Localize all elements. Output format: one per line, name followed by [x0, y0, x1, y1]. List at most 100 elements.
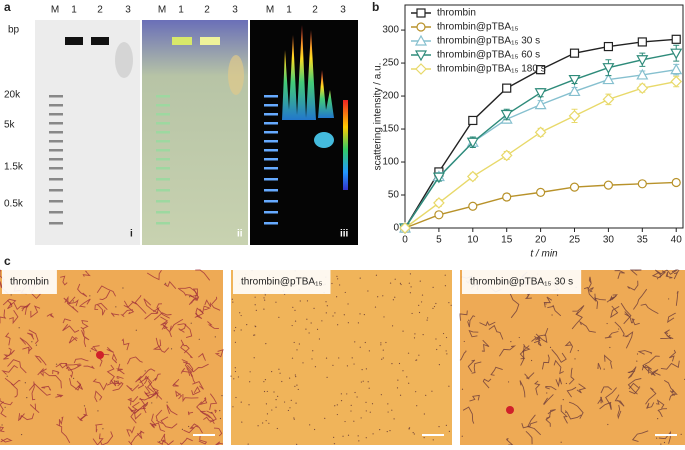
- particle: [336, 275, 338, 277]
- particle: [347, 322, 349, 324]
- particle: [339, 284, 341, 286]
- particle: [275, 406, 277, 408]
- ladder-band: [49, 189, 63, 192]
- fibrin-strand: [160, 433, 174, 446]
- gel-peak: [282, 25, 316, 120]
- particle: [273, 391, 275, 393]
- particle: [271, 409, 273, 411]
- particle: [296, 384, 298, 386]
- particle: [336, 413, 338, 416]
- particle: [387, 411, 389, 413]
- fibrin-strand: [138, 368, 156, 381]
- particle: [342, 435, 344, 437]
- particle: [680, 433, 682, 435]
- ladder-band: [49, 178, 63, 181]
- series-line: [404, 52, 677, 229]
- fibrin-strand: [128, 431, 143, 446]
- fibrin-strand: [599, 401, 612, 410]
- particle: [325, 301, 327, 303]
- particle: [420, 301, 423, 303]
- fibrin-strand: [142, 401, 149, 414]
- ladder-band: [156, 113, 170, 116]
- particle: [266, 390, 268, 393]
- fibrin-strand: [130, 409, 137, 424]
- particle: [426, 319, 428, 321]
- particle: [313, 428, 316, 431]
- particle: [392, 299, 394, 301]
- fibrin-strand: [78, 298, 91, 308]
- fibrin-strand: [81, 320, 89, 330]
- fibrin-strand: [462, 406, 475, 424]
- fibrin-strand: [469, 394, 480, 402]
- fibrin-strand: [30, 305, 41, 318]
- particle: [618, 328, 620, 330]
- particle: [408, 282, 410, 284]
- fibrin-strand: [669, 389, 675, 394]
- particle: [314, 366, 317, 368]
- particle: [606, 322, 608, 325]
- fibrin-strand: [112, 381, 124, 392]
- particle: [363, 313, 365, 316]
- particle: [380, 342, 382, 344]
- marker: [636, 68, 649, 80]
- particle: [313, 307, 315, 309]
- ladder-band: [156, 211, 170, 214]
- fibrin-strand: [656, 399, 665, 409]
- fibrin-strand: [203, 416, 215, 424]
- particle: [364, 341, 366, 344]
- particle: [249, 381, 251, 383]
- fibrin-strand: [21, 302, 31, 315]
- fibrin-strand: [628, 366, 637, 374]
- fibrin-strand: [547, 409, 556, 417]
- marker: [468, 201, 478, 211]
- particle: [407, 352, 410, 354]
- fibrin-strand: [186, 363, 209, 373]
- ladder-band: [156, 189, 170, 192]
- marker: [671, 34, 681, 44]
- particle: [565, 411, 567, 414]
- particle: [669, 335, 671, 337]
- ladder-band: [264, 104, 278, 107]
- fibrin-strand: [488, 324, 504, 340]
- lane-label: 3: [340, 5, 346, 16]
- particle: [311, 358, 313, 360]
- fibrin-strand: [34, 355, 47, 366]
- ladder-band: [49, 167, 63, 170]
- particle: [365, 410, 367, 412]
- particle: [397, 379, 399, 381]
- particle: [253, 357, 255, 359]
- particle: [316, 328, 319, 330]
- fibrin-strand: [180, 339, 190, 354]
- fibrin-strand: [7, 359, 27, 374]
- particle: [386, 430, 388, 433]
- marker: [637, 179, 647, 189]
- fibrin-strand: [66, 302, 79, 313]
- ladder-band: [156, 104, 170, 107]
- x-tick-label: 35: [637, 235, 649, 246]
- particle: [609, 346, 611, 349]
- particle: [448, 302, 450, 304]
- lane-label: 2: [312, 5, 318, 16]
- fibrin-strand: [52, 369, 60, 375]
- particle: [235, 326, 237, 329]
- fibrin-strand: [572, 305, 585, 315]
- particle: [368, 350, 370, 352]
- fibrin-strand: [160, 316, 169, 330]
- particle: [265, 343, 267, 345]
- fibrin-strand: [213, 427, 223, 437]
- fibrin-strand: [675, 290, 679, 306]
- particle: [308, 332, 310, 334]
- marker: [534, 126, 547, 139]
- fibrin-strand: [155, 409, 163, 425]
- fibrin-strand: [178, 323, 187, 333]
- fibrin-strand: [58, 416, 64, 426]
- particle: [293, 418, 295, 420]
- particle: [263, 297, 265, 299]
- marker: [602, 63, 615, 74]
- y-tick-label: 150: [382, 124, 399, 135]
- particle: [219, 410, 221, 412]
- particle: [293, 417, 295, 419]
- fibrin-strand: [650, 369, 661, 376]
- ladder-band: [264, 200, 278, 203]
- particle: [325, 312, 327, 314]
